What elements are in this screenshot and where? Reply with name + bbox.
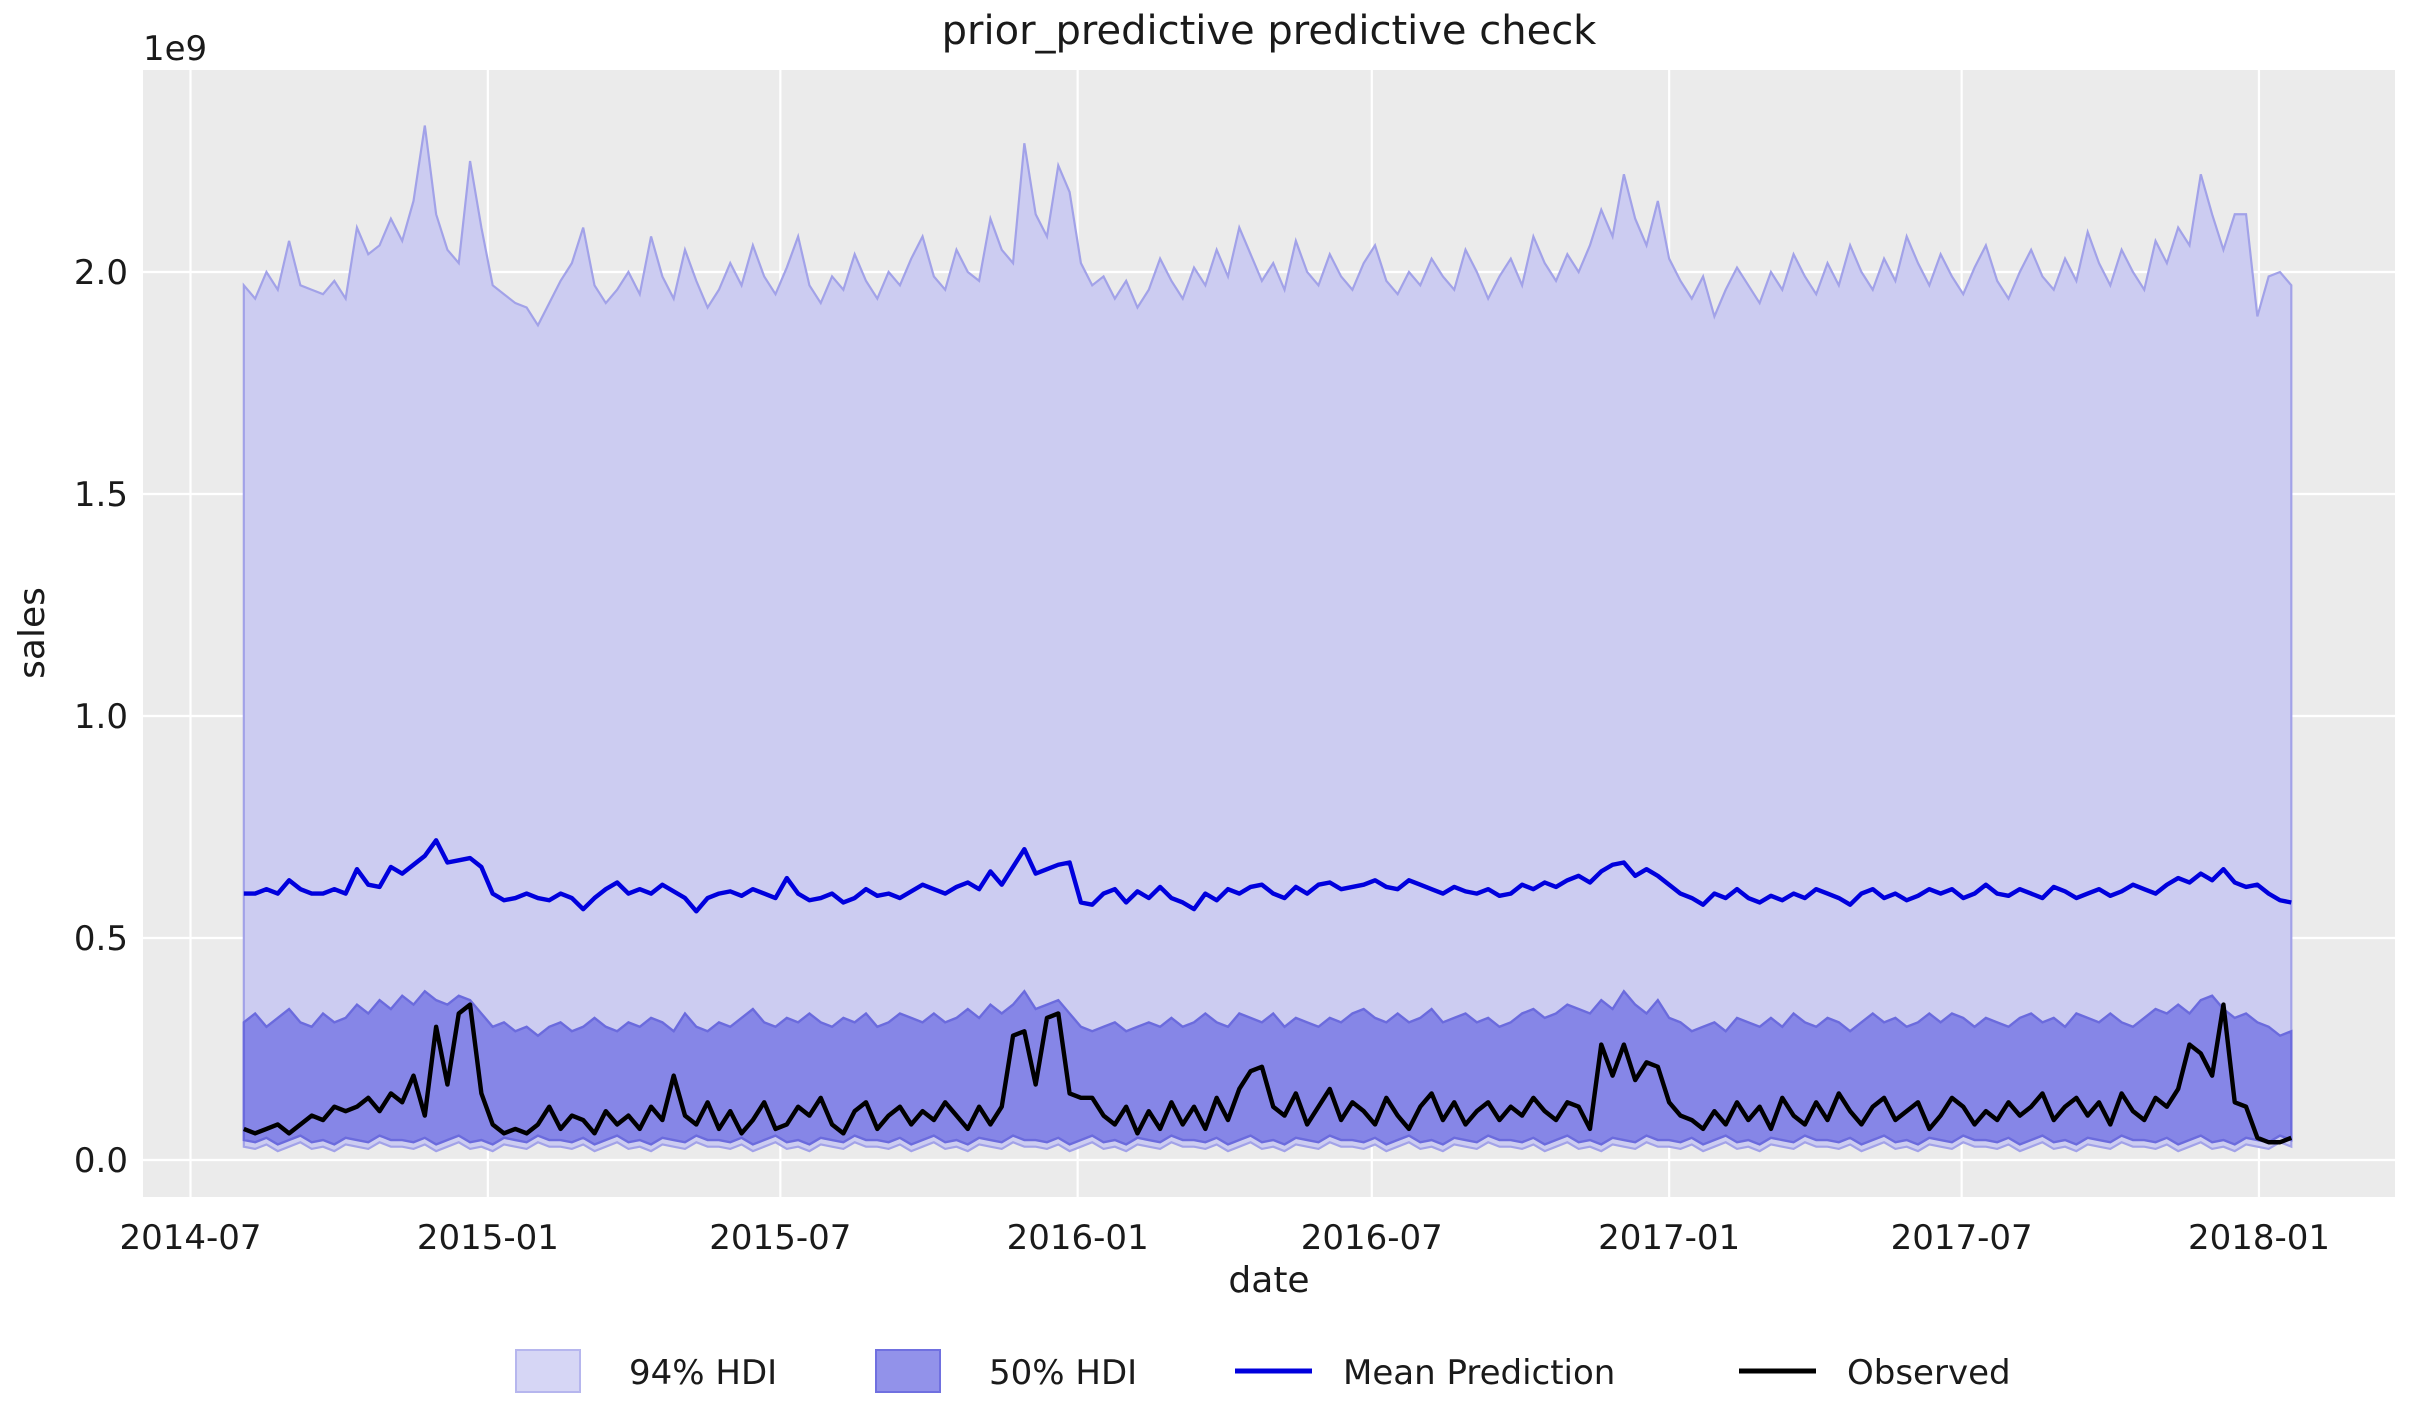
x-tick-label: 2015-01 bbox=[417, 1218, 559, 1258]
x-tick-label: 2017-07 bbox=[1891, 1218, 2033, 1258]
y-axis-label: sales bbox=[12, 587, 53, 679]
chart-title: prior_predictive predictive check bbox=[942, 8, 1598, 54]
y-tick-label: 0.5 bbox=[74, 919, 128, 959]
x-tick-label: 2016-01 bbox=[1007, 1218, 1149, 1258]
hdi94-band bbox=[242, 125, 2293, 1153]
y-tick-label: 0.0 bbox=[74, 1141, 128, 1181]
observed-legend-label: Observed bbox=[1847, 1353, 2011, 1393]
y-tick-labels: 0.0 0.5 1.0 1.5 2.0 bbox=[74, 253, 128, 1181]
y-tick-label: 2.0 bbox=[74, 253, 128, 293]
mean-prediction-legend-label: Mean Prediction bbox=[1343, 1353, 1615, 1393]
y-axis-offset-label: 1e9 bbox=[143, 29, 207, 69]
observed-line bbox=[243, 1002, 2293, 1145]
x-tick-label: 2017-01 bbox=[1598, 1218, 1740, 1258]
hdi50-legend-label: 50% HDI bbox=[989, 1353, 1137, 1393]
x-tick-label: 2016-07 bbox=[1301, 1218, 1443, 1258]
legend: 94% HDI 50% HDI Mean Prediction Observed bbox=[515, 1349, 2011, 1393]
y-tick-label: 1.0 bbox=[74, 697, 128, 737]
x-tick-label: 2015-07 bbox=[709, 1218, 851, 1258]
hdi94-legend-swatch bbox=[515, 1349, 581, 1393]
x-axis-label: date bbox=[1228, 1260, 1309, 1301]
hdi50-legend-swatch bbox=[875, 1349, 941, 1393]
hdi94-legend-label: 94% HDI bbox=[629, 1353, 777, 1393]
x-tick-label: 2014-07 bbox=[119, 1218, 261, 1258]
x-tick-label: 2018-01 bbox=[2188, 1218, 2330, 1258]
x-tick-labels: 2014-07 2015-01 2015-07 2016-01 2016-07 2017-… bbox=[119, 1218, 2330, 1258]
mean-prediction-line bbox=[243, 838, 2292, 914]
y-tick-label: 1.5 bbox=[74, 475, 128, 515]
